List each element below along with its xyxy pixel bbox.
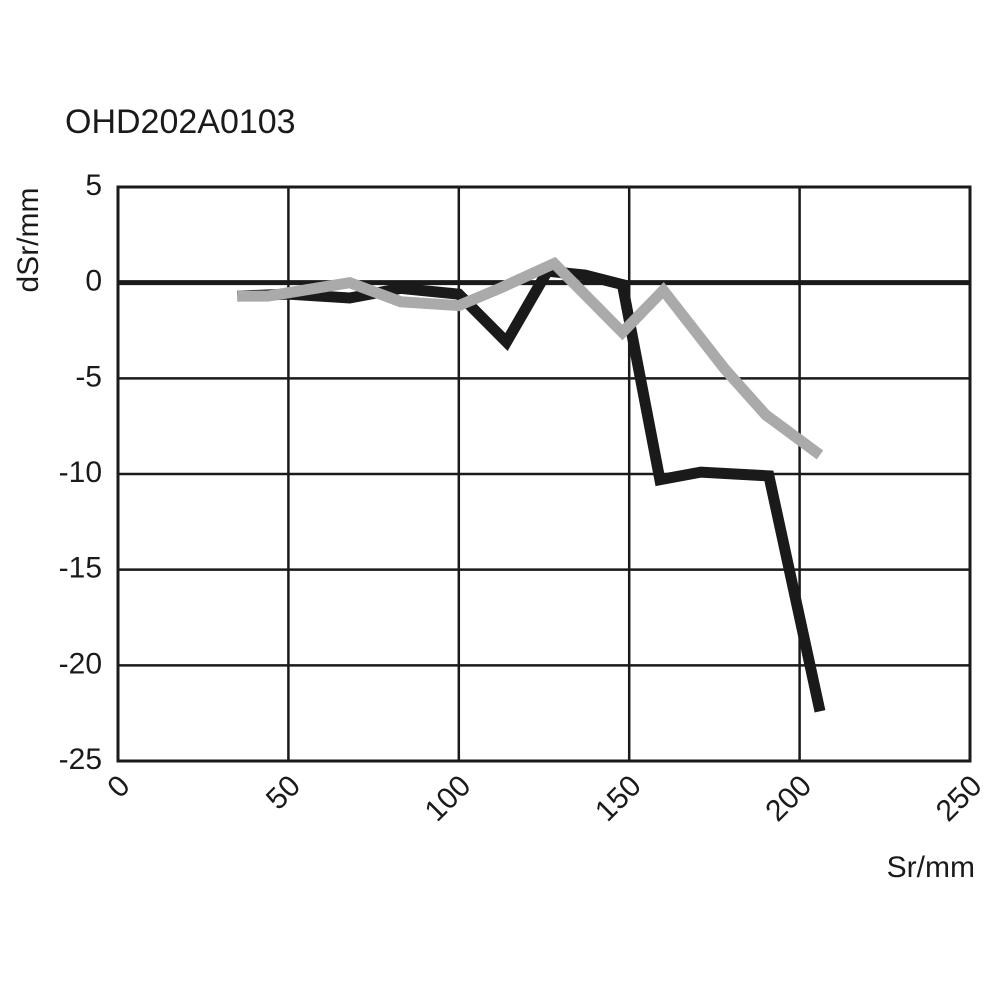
y-tick-labels: 5 0 -5 -10 -15 -20 -25 bbox=[59, 169, 102, 776]
x-tick-labels: 0 50 100 150 200 250 bbox=[101, 769, 988, 828]
series-line-2 bbox=[237, 256, 824, 460]
series-group bbox=[237, 256, 826, 713]
grid bbox=[116, 185, 972, 763]
y-tick-label: 0 bbox=[85, 265, 102, 298]
y-tick-label: -15 bbox=[59, 552, 102, 585]
x-tick-label: 0 bbox=[101, 769, 136, 804]
x-tick-label: 100 bbox=[419, 769, 478, 828]
x-tick-label: 250 bbox=[930, 769, 989, 828]
y-tick-label: 5 bbox=[85, 169, 102, 202]
x-tick-label: 200 bbox=[759, 769, 818, 828]
y-tick-label: -10 bbox=[59, 456, 102, 489]
y-tick-label: -5 bbox=[75, 360, 102, 393]
y-axis-label: dSr/mm bbox=[12, 188, 45, 293]
plot-frame bbox=[116, 185, 972, 763]
chart-title: OHD202A0103 bbox=[65, 103, 296, 141]
x-tick-label: 150 bbox=[589, 769, 648, 828]
y-tick-label: -20 bbox=[59, 647, 102, 680]
x-axis-label: Sr/mm bbox=[887, 851, 975, 884]
y-tick-label: -25 bbox=[59, 743, 102, 776]
x-tick-label: 50 bbox=[260, 769, 307, 816]
series-line-1 bbox=[237, 265, 826, 713]
